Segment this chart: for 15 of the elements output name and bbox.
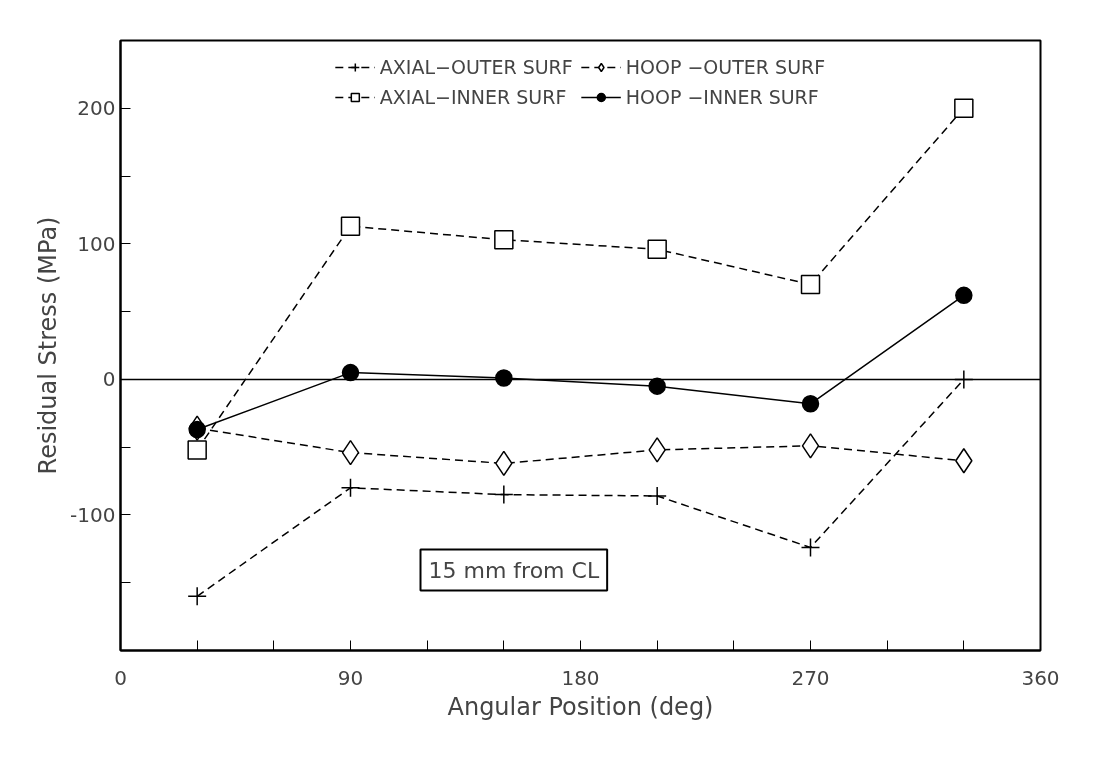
y-tick-label: 100	[77, 231, 116, 256]
legend-label: AXIAL−INNER SURF	[379, 86, 567, 108]
y-axis-title: Residual Stress (MPa)	[34, 216, 63, 475]
x-tick-label: 270	[791, 665, 830, 690]
legend-label: AXIAL−OUTER SURF	[379, 56, 573, 78]
legend-label: HOOP −OUTER SURF	[625, 56, 826, 78]
x-tick-label: 360	[1021, 665, 1060, 690]
y-tick-label: 0	[102, 367, 116, 392]
x-axis-title: Angular Position (deg)	[447, 692, 714, 721]
y-tick-label: 200	[77, 96, 116, 121]
x-tick-label: 90	[337, 665, 364, 690]
annotation: 15 mm from CL	[428, 557, 600, 583]
x-tick-label: 180	[561, 665, 600, 690]
y-tick-label: -100	[70, 502, 116, 527]
legend-label: HOOP −INNER SURF	[625, 86, 819, 108]
